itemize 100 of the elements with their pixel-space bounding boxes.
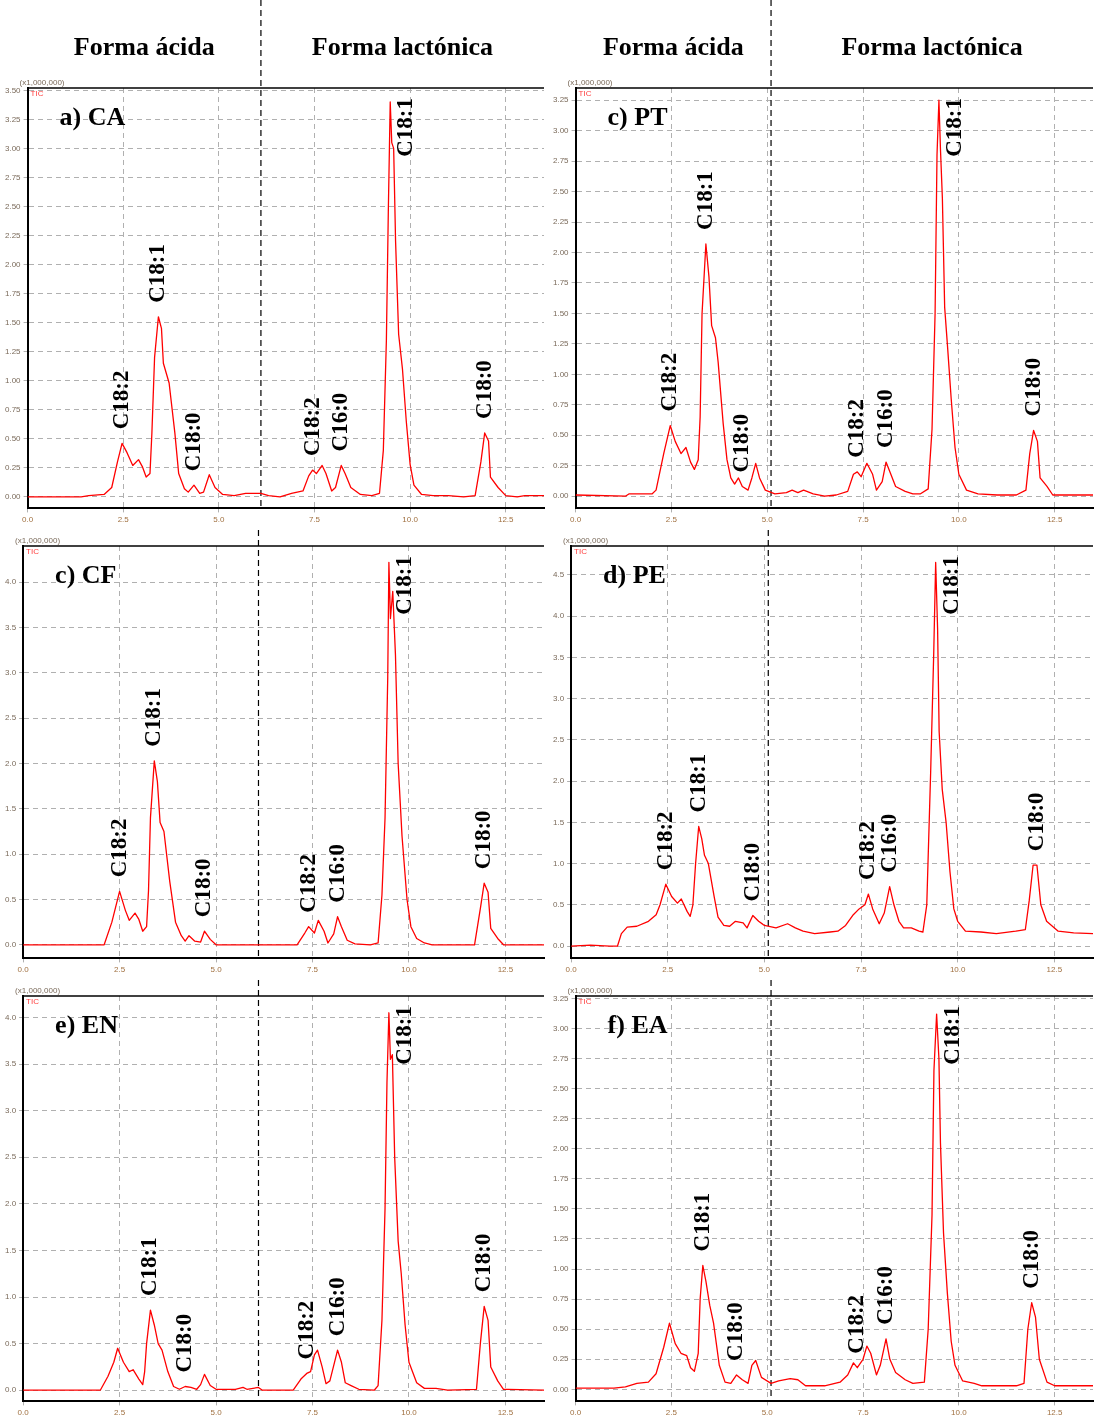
y-tick-label: 1.5 — [5, 804, 17, 814]
annotation: C18:1 — [691, 171, 717, 230]
annotation: C18:1 — [392, 97, 418, 157]
y-tick-label: 0.00 — [552, 1384, 570, 1394]
y-tick-label: 3.5 — [5, 622, 17, 632]
text: c) CF — [55, 559, 117, 589]
annotation: C16:0 — [323, 843, 349, 903]
y-tick-label: 1.5 — [5, 1245, 17, 1255]
y-tick-label: 0.00 — [552, 491, 570, 501]
y-tick-label: 2.00 — [552, 1143, 570, 1153]
x-tick-label: 5.0 — [761, 515, 774, 525]
y-tick-label: 3.0 — [5, 668, 17, 678]
y-tick-label: 0.75 — [552, 1294, 570, 1304]
annotation: C18:0 — [470, 810, 496, 870]
y-tick-label: 4.0 — [5, 1012, 17, 1022]
y-tick-label: 3.00 — [552, 1023, 570, 1033]
x-tick-label: 7.5 — [857, 1408, 870, 1418]
y-tick-label: 0.50 — [552, 1324, 570, 1334]
y-tick-label: 0.0 — [5, 1385, 17, 1395]
y-tick-label: 2.50 — [552, 186, 570, 196]
y-tick-label: 3.25 — [4, 114, 22, 124]
x-tick-label: 2.5 — [665, 1408, 678, 1418]
y-tick-label: 1.0 — [5, 849, 17, 859]
y-tick-label: 2.25 — [552, 1113, 570, 1123]
y-tick-label: 2.25 — [552, 217, 570, 227]
y-tick-label: 2.5 — [5, 1152, 17, 1162]
annotation: C16:0 — [871, 1266, 897, 1325]
y-tick-label: 2.5 — [553, 735, 565, 745]
x-tick-label: 10.0 — [951, 1408, 968, 1418]
annotation: C18:1 — [938, 1005, 964, 1065]
x-tick-label: 7.5 — [306, 1408, 319, 1418]
y-tick-label: 3.0 — [5, 1105, 17, 1115]
annotation: C16:0 — [871, 389, 897, 449]
annotation: C18:0 — [190, 858, 216, 918]
y-tick-label: 0.75 — [4, 404, 22, 414]
text: (x1,000,000) — [567, 986, 613, 996]
text: (x1,000,000) — [15, 986, 61, 996]
x-tick-label: 2.5 — [117, 515, 130, 525]
text: d) PE — [603, 559, 666, 589]
y-tick-label: 0.75 — [552, 400, 570, 410]
y-tick-label: 0.25 — [552, 1354, 570, 1364]
annotation: TIC — [578, 89, 592, 99]
y-tick-label: 0.25 — [4, 462, 22, 472]
annotation: C18:1 — [688, 1192, 714, 1252]
y-tick-label: 2.75 — [4, 172, 22, 182]
y-tick-label: 1.0 — [5, 1292, 17, 1302]
annotation: TIC — [574, 547, 588, 557]
y-tick-label: 2.75 — [552, 156, 570, 166]
y-tick-label: 2.50 — [552, 1083, 570, 1093]
x-tick-label: 2.5 — [114, 965, 126, 975]
x-tick-label: 10.0 — [951, 515, 968, 525]
annotation: TIC — [26, 997, 40, 1007]
y-tick-label: 3.00 — [552, 125, 570, 135]
x-tick-label: 0.0 — [570, 1408, 582, 1418]
y-tick-label: 3.25 — [552, 95, 570, 105]
y-tick-label: 1.75 — [4, 288, 22, 298]
y-tick-label: 1.50 — [552, 1204, 570, 1214]
y-tick-label: 0.0 — [553, 941, 565, 951]
y-tick-label: 2.00 — [4, 259, 22, 269]
y-tick-label: 1.00 — [4, 375, 22, 385]
y-tick-label: 4.0 — [5, 577, 17, 587]
x-tick-label: 5.0 — [210, 1408, 223, 1418]
x-tick-label: 2.5 — [114, 1408, 126, 1418]
text: (x1,000,000) — [15, 536, 61, 546]
y-tick-label: 2.5 — [5, 713, 17, 723]
x-tick-label: 5.0 — [761, 1408, 774, 1418]
x-tick-label: 12.5 — [1046, 965, 1063, 975]
annotation: C18:1 — [390, 1005, 416, 1065]
y-tick-label: 3.50 — [4, 85, 22, 95]
annotation: C18:0 — [470, 1233, 496, 1293]
y-tick-label: 2.0 — [553, 776, 565, 786]
y-tick-label: 0.50 — [4, 433, 22, 443]
x-tick-label: 12.5 — [497, 1408, 514, 1418]
x-tick-label: 0.0 — [565, 965, 578, 975]
y-tick-label: 2.0 — [5, 758, 17, 768]
y-tick-label: 0.5 — [5, 1338, 17, 1348]
y-tick-label: 3.5 — [553, 652, 565, 662]
annotation: C16:0 — [323, 1277, 349, 1337]
y-tick-label: 4.0 — [553, 611, 565, 621]
annotation: C18:0 — [728, 413, 754, 473]
annotation: C18:2 — [298, 397, 324, 457]
annotation: C18:0 — [1022, 792, 1048, 852]
text: (x1,000,000) — [563, 536, 609, 546]
text: Forma ácida — [73, 31, 215, 61]
y-tick-label: 1.50 — [4, 317, 22, 327]
annotation: TIC — [578, 997, 592, 1007]
y-tick-label: 0.50 — [552, 430, 570, 440]
y-tick-label: 0.0 — [5, 940, 17, 950]
annotation: C18:1 — [937, 555, 963, 615]
x-tick-label: 7.5 — [308, 515, 321, 525]
x-tick-label: 5.0 — [210, 965, 223, 975]
annotation: C18:2 — [843, 399, 869, 458]
y-tick-label: 3.0 — [553, 693, 565, 703]
text: c) PT — [607, 101, 668, 131]
annotation: C18:1 — [684, 753, 710, 813]
x-tick-label: 0.0 — [17, 1408, 30, 1418]
annotation: C18:2 — [656, 352, 682, 412]
annotation: C18:1 — [940, 97, 966, 157]
text: e) EN — [55, 1009, 119, 1039]
annotation: C18:0 — [738, 842, 764, 902]
